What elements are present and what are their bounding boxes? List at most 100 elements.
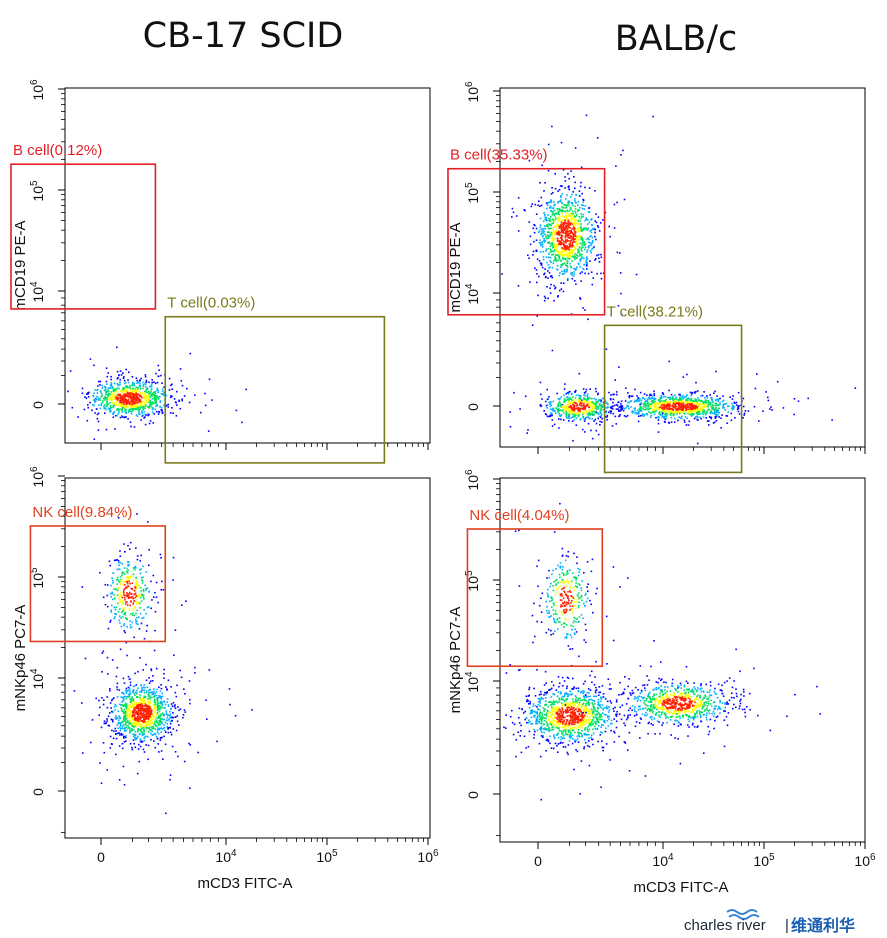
event-dot (714, 399, 717, 402)
event-dot (672, 406, 675, 408)
event-dot (656, 401, 658, 404)
event-dot (686, 417, 689, 420)
event-dot (151, 379, 153, 381)
event-dot (562, 210, 565, 212)
event-dot (109, 712, 111, 714)
event-dot (653, 405, 656, 408)
event-dot (145, 571, 148, 573)
event-dot (579, 235, 581, 237)
event-dot (579, 260, 581, 262)
event-dot (110, 710, 113, 713)
event-dot (170, 395, 172, 397)
event-dot (123, 398, 125, 401)
event-dot (667, 402, 670, 405)
event-dot (87, 396, 90, 398)
event-dot (561, 409, 563, 412)
event-dot (539, 251, 542, 253)
event-dot (550, 401, 552, 403)
event-dot (165, 713, 168, 716)
event-dot (123, 379, 126, 382)
event-dot (703, 404, 705, 407)
event-dot (582, 307, 584, 309)
event-dot (569, 262, 571, 265)
event-dot (561, 263, 564, 266)
event-dot (580, 223, 583, 225)
event-dot (106, 398, 108, 401)
event-dot (583, 208, 586, 210)
gate-rect[interactable] (447, 167, 606, 316)
event-dot (159, 717, 162, 719)
event-dot (587, 422, 590, 425)
event-dot (142, 702, 144, 704)
event-dot (139, 387, 142, 390)
event-dot (542, 232, 545, 234)
event-dot (577, 200, 580, 203)
event-dot (123, 399, 125, 402)
event-dot (578, 410, 581, 412)
event-dot (539, 224, 542, 226)
event-dot (782, 407, 785, 409)
event-dot (94, 389, 96, 391)
event-dot (101, 384, 103, 387)
event-dot (169, 715, 171, 717)
event-dot (126, 618, 128, 621)
event-dot (702, 409, 704, 412)
event-dot (574, 224, 577, 226)
event-dot (151, 680, 154, 682)
event-dot (666, 413, 669, 416)
event-dot (555, 260, 558, 263)
gate-rect[interactable] (603, 324, 743, 474)
event-dot (638, 415, 640, 417)
event-dot (612, 393, 614, 396)
event-dot (121, 696, 124, 699)
event-dot (597, 412, 599, 414)
event-dot (679, 412, 681, 415)
event-dot (111, 577, 113, 579)
event-dot (626, 414, 629, 417)
event-dot (564, 264, 567, 266)
event-dot (157, 701, 160, 704)
event-dot (714, 416, 717, 418)
event-dot (654, 397, 656, 399)
event-dot (120, 611, 123, 614)
event-dot (121, 402, 124, 404)
gate-rect[interactable] (164, 315, 386, 464)
event-dot (565, 415, 568, 418)
event-dot (139, 404, 141, 407)
event-dot (568, 230, 571, 232)
event-dot (695, 410, 697, 412)
event-dot (674, 411, 676, 414)
event-dot (155, 395, 158, 398)
gate-rect[interactable] (10, 163, 157, 310)
event-dot (71, 406, 74, 409)
event-dot (105, 408, 108, 411)
event-dot (587, 414, 590, 417)
event-dot (589, 235, 591, 238)
event-dot (581, 400, 583, 403)
event-dot (575, 394, 578, 397)
event-dot (594, 220, 597, 222)
event-dot (91, 409, 93, 412)
event-dot (527, 429, 529, 431)
event-dot (710, 411, 713, 413)
event-dot (123, 696, 125, 698)
event-dot (163, 727, 165, 730)
event-dot (564, 222, 566, 224)
event-dot (133, 685, 136, 687)
event-dot (114, 608, 117, 611)
event-dot (135, 547, 137, 549)
event-dot (112, 572, 114, 574)
event-dot (586, 258, 589, 260)
event-dot (161, 393, 164, 395)
event-dot (568, 253, 571, 255)
event-dot (139, 602, 141, 604)
event-dot (144, 374, 147, 376)
event-dot (613, 393, 615, 396)
event-dot (574, 211, 577, 214)
event-dot (99, 399, 101, 401)
event-dot (129, 394, 132, 397)
event-dot (110, 378, 112, 381)
event-dot (132, 713, 134, 716)
event-dot (549, 223, 551, 226)
event-dot (580, 402, 582, 404)
